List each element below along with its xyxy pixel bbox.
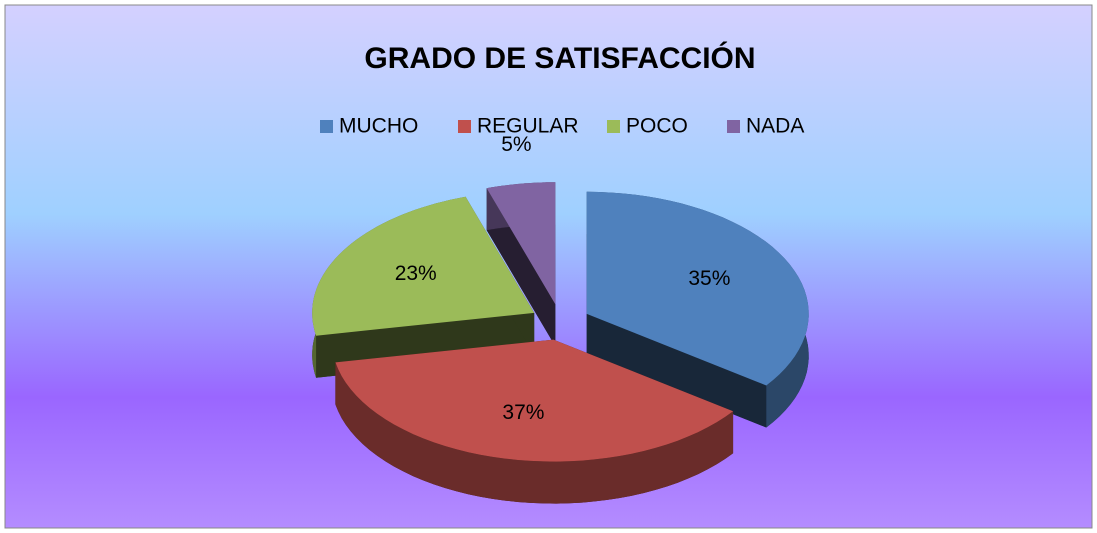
slice-top <box>586 191 809 386</box>
data-label: 35% <box>688 267 730 290</box>
slice-top <box>335 339 734 462</box>
legend-swatch <box>727 120 740 133</box>
legend-label: MUCHO <box>339 115 418 138</box>
pie-slice <box>586 191 809 428</box>
slice-wall <box>335 362 734 504</box>
slice-top <box>486 182 556 305</box>
slice-side <box>586 313 767 428</box>
legend-label: REGULAR <box>477 115 579 138</box>
data-label: 37% <box>502 401 544 424</box>
legend-swatch <box>458 120 471 133</box>
legend-swatch <box>320 120 333 133</box>
pie-slice <box>335 339 734 504</box>
chart-title: GRADO DE SATISFACCIÓN <box>364 41 755 75</box>
legend-label: POCO <box>626 115 688 138</box>
pie-slice <box>486 182 556 347</box>
legend-label: NADA <box>746 115 804 138</box>
data-label: 23% <box>395 262 437 285</box>
slice-side <box>486 188 556 347</box>
data-label: 5% <box>501 133 531 156</box>
legend-swatch <box>607 120 620 133</box>
slice-top <box>312 196 535 336</box>
